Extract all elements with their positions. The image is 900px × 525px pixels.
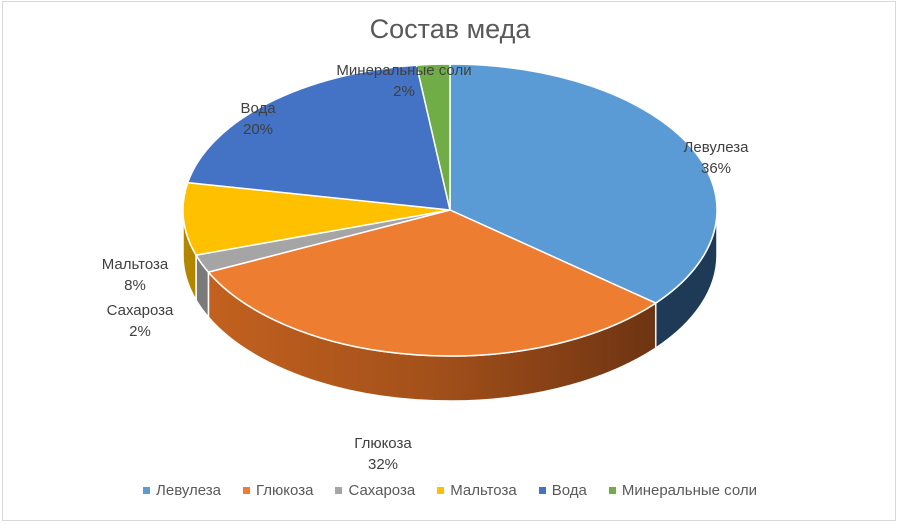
legend-label: Мальтоза xyxy=(450,482,517,499)
data-label-maltoza: Мальтоза 8% xyxy=(102,254,169,296)
chart-title: Состав меда xyxy=(369,14,531,44)
label-pct: 32% xyxy=(367,456,399,473)
data-label-levuleza: Левулеза 36% xyxy=(684,137,749,179)
legend-swatch-icon xyxy=(608,487,616,494)
label-pct: 20% xyxy=(242,121,274,138)
legend-label: Вода xyxy=(551,482,587,499)
legend-swatch-icon xyxy=(243,487,251,494)
legend-swatch-icon xyxy=(335,487,343,494)
legend-item-glukoza[interactable]: Глюкоза xyxy=(243,482,313,499)
data-label-saharoza: Сахароза 2% xyxy=(107,300,174,342)
legend-label: Сахароза xyxy=(348,482,416,499)
label-name: Минеральные соли xyxy=(336,62,472,79)
legend-swatch-icon xyxy=(437,487,445,494)
legend-item-soli[interactable]: Минеральные соли xyxy=(608,482,757,499)
legend-item-saharoza[interactable]: Сахароза xyxy=(335,482,415,499)
legend-label: Левулеза xyxy=(156,482,222,499)
label-pct: 2% xyxy=(129,323,151,340)
label-name: Мальтоза xyxy=(101,256,169,273)
label-name: Вода xyxy=(240,100,276,117)
legend-item-levuleza[interactable]: Левулеза xyxy=(143,482,221,499)
data-label-glukoza: Глюкоза 32% xyxy=(354,433,411,475)
label-pct: 8% xyxy=(124,277,146,294)
label-name: Глюкоза xyxy=(354,435,412,452)
data-label-voda: Вода 20% xyxy=(240,98,275,140)
label-pct: 2% xyxy=(393,83,415,100)
legend-item-voda[interactable]: Вода xyxy=(538,482,587,499)
legend-label: Минеральные соли xyxy=(621,482,757,499)
label-name: Левулеза xyxy=(683,139,749,156)
legend-swatch-icon xyxy=(538,487,546,494)
pie-slice-0 xyxy=(449,63,718,304)
legend-swatch-icon xyxy=(143,487,151,494)
data-label-soli: Минеральные соли 2% xyxy=(336,60,471,102)
chart-legend: Левулеза Глюкоза Сахароза Мальтоза Вода … xyxy=(0,482,900,499)
pie-slice-3 xyxy=(182,181,451,256)
label-pct: 36% xyxy=(700,160,732,177)
pie-slice-1 xyxy=(207,209,657,357)
pie-slice-4 xyxy=(186,64,451,211)
legend-label: Глюкоза xyxy=(256,482,314,499)
pie-slice-5 xyxy=(415,63,451,211)
label-name: Сахароза xyxy=(106,302,174,319)
legend-item-maltoza[interactable]: Мальтоза xyxy=(437,482,517,499)
